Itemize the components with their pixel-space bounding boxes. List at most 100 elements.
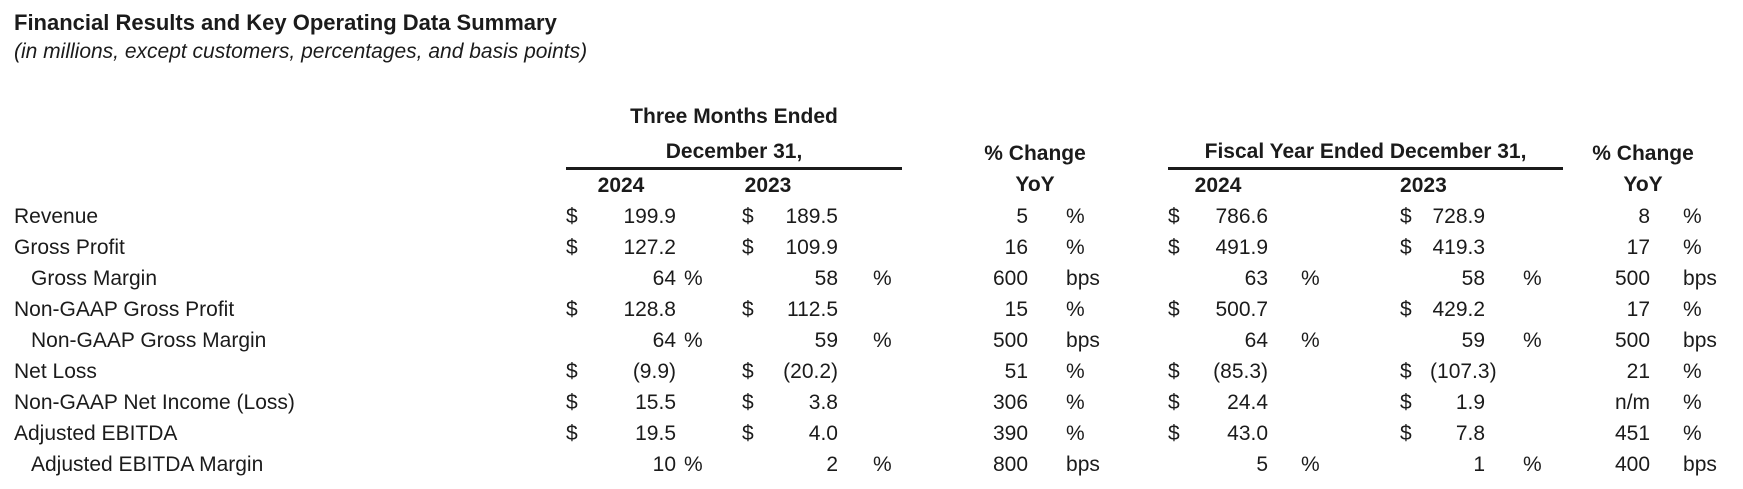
q4-2024-value: 15.5 (635, 390, 676, 414)
fy-2023-unit (1485, 201, 1563, 232)
fy-2024-unit: % (1301, 266, 1320, 290)
fy-group-header: Fiscal Year Ended December 31, (1168, 129, 1564, 170)
header-row-years: 2024 2023 YoY 2024 2023 YoY (14, 169, 1723, 202)
fy-yoy-value: 451 (1614, 421, 1651, 445)
row-label: Net Loss (14, 359, 97, 383)
q4-yoy-unit: % (1066, 359, 1085, 383)
fy-2024-value: (85.3) (1213, 359, 1269, 383)
fy-yoy-value: n/m (1615, 390, 1651, 414)
q4-2023-dollar (742, 449, 772, 480)
fy-2024-unit (1268, 232, 1400, 263)
fy-2024-value: 5 (1256, 452, 1269, 476)
table-row: Non-GAAP Gross Margin 64 % 59 % 500 bps … (14, 325, 1723, 356)
fy-2024-dollar: $ (1168, 421, 1180, 445)
q4-2023-unit: % (873, 452, 892, 476)
q4-2024-unit (676, 294, 742, 325)
q4-2024-unit (676, 387, 742, 418)
q4-2024-dollar: $ (566, 359, 578, 383)
fy-2024-value: 491.9 (1215, 235, 1269, 259)
q4-2024-dollar: $ (566, 235, 578, 259)
q4-yoy-value: 15 (1004, 297, 1029, 321)
q4-2023-dollar: $ (742, 390, 754, 414)
header-spacer (14, 98, 566, 129)
q4-2024-dollar: $ (566, 297, 578, 321)
q4-yoy-unit: % (1066, 421, 1085, 445)
fy-yoy-header: YoY (1623, 172, 1663, 196)
q4-2024-dollar (566, 449, 596, 480)
fy-2023-value: 728.9 (1432, 204, 1486, 228)
q4-2023-dollar (742, 263, 772, 294)
page-title: Financial Results and Key Operating Data… (14, 10, 557, 35)
table-row: Adjusted EBITDA Margin 10 % 2 % 800 bps … (14, 449, 1723, 480)
q4-2023-value: 189.5 (785, 204, 838, 228)
fy-2024-dollar (1168, 263, 1198, 294)
q4-2024-value: 127.2 (623, 235, 676, 259)
fy-2023-dollar (1400, 449, 1430, 480)
fy-2023-value: (107.3) (1430, 359, 1497, 383)
q4-2024-dollar (566, 325, 596, 356)
q4-2023-dollar: $ (742, 235, 754, 259)
table-row: Non-GAAP Net Income (Loss) $ 15.5 $ 3.8 … (14, 387, 1723, 418)
fy-2024-value: 24.4 (1227, 390, 1269, 414)
fy-2023-unit: % (1523, 452, 1542, 476)
fy-2023-value: 59 (1461, 328, 1486, 352)
q4-change-header: % Change (984, 141, 1086, 165)
fy-yoy-unit: % (1683, 421, 1702, 445)
q4-2024-unit: % (684, 452, 703, 476)
header-spacer (1168, 98, 1563, 129)
q4-2024-value: 199.9 (623, 204, 676, 228)
fy-2024-value: 63 (1244, 266, 1269, 290)
q4-2024-value: 64 (652, 266, 676, 290)
q4-2024-value: 64 (652, 328, 676, 352)
q4-2023-unit: % (873, 266, 892, 290)
fy-2024-value: 43.0 (1227, 421, 1269, 445)
row-label: Non-GAAP Gross Margin (31, 328, 267, 352)
fy-2023-unit (1485, 294, 1563, 325)
fy-2023-value: 429.2 (1432, 297, 1486, 321)
q4-yoy-header: YoY (1015, 172, 1055, 196)
q4-yoy-value: 306 (992, 390, 1029, 414)
fy-2024-dollar: $ (1168, 235, 1180, 259)
header-row-2: December 31, % Change Fiscal Year Ended … (14, 129, 1723, 170)
table-row: Adjusted EBITDA $ 19.5 $ 4.0 390 % $ 43.… (14, 418, 1723, 449)
q4-2023-unit (838, 201, 902, 232)
header-spacer (1268, 169, 1400, 202)
page-subtitle: (in millions, except customers, percenta… (14, 40, 588, 63)
fy-2024-dollar: $ (1168, 204, 1180, 228)
q4-2023-value: 4.0 (808, 421, 838, 445)
fy-yoy-value: 17 (1626, 235, 1651, 259)
fy-yoy-value: 500 (1614, 266, 1651, 290)
fy-2024-value: 64 (1244, 328, 1269, 352)
fy-yoy-unit: bps (1683, 452, 1717, 476)
q4-2023-value: 59 (814, 328, 838, 352)
fy-yoy-value: 500 (1614, 328, 1651, 352)
fy-2024-year-header: 2024 (1194, 173, 1242, 197)
fy-2024-unit (1268, 356, 1400, 387)
q4-2023-unit (838, 232, 902, 263)
q4-2023-dollar: $ (742, 359, 754, 383)
fy-2023-dollar: $ (1400, 235, 1412, 259)
table-row: Gross Margin 64 % 58 % 600 bps 63 % 58 %… (14, 263, 1723, 294)
q4-2024-dollar: $ (566, 421, 578, 445)
fy-2024-dollar (1168, 325, 1198, 356)
q4-2023-unit (838, 294, 902, 325)
header-spacer (1563, 98, 1723, 129)
row-label: Gross Profit (14, 235, 125, 259)
q4-yoy-value: 16 (1004, 235, 1029, 259)
fy-2023-unit: % (1523, 266, 1542, 290)
fy-2023-dollar (1400, 263, 1430, 294)
fy-yoy-unit: % (1683, 297, 1702, 321)
q4-2023-dollar (742, 325, 772, 356)
fy-2024-unit (1268, 201, 1400, 232)
fy-2023-unit (1485, 356, 1563, 387)
q4-2024-unit (676, 201, 742, 232)
q4-yoy-unit: bps (1066, 328, 1100, 352)
q4-2023-value: 3.8 (808, 390, 838, 414)
q4-group-header-line2: December 31, (566, 129, 903, 170)
row-label: Gross Margin (31, 266, 158, 290)
fy-2023-unit (1485, 387, 1563, 418)
fy-2024-unit: % (1301, 328, 1320, 352)
fy-2024-unit (1268, 418, 1400, 449)
q4-2024-value: (9.9) (632, 359, 676, 383)
fy-2023-unit: % (1523, 328, 1542, 352)
